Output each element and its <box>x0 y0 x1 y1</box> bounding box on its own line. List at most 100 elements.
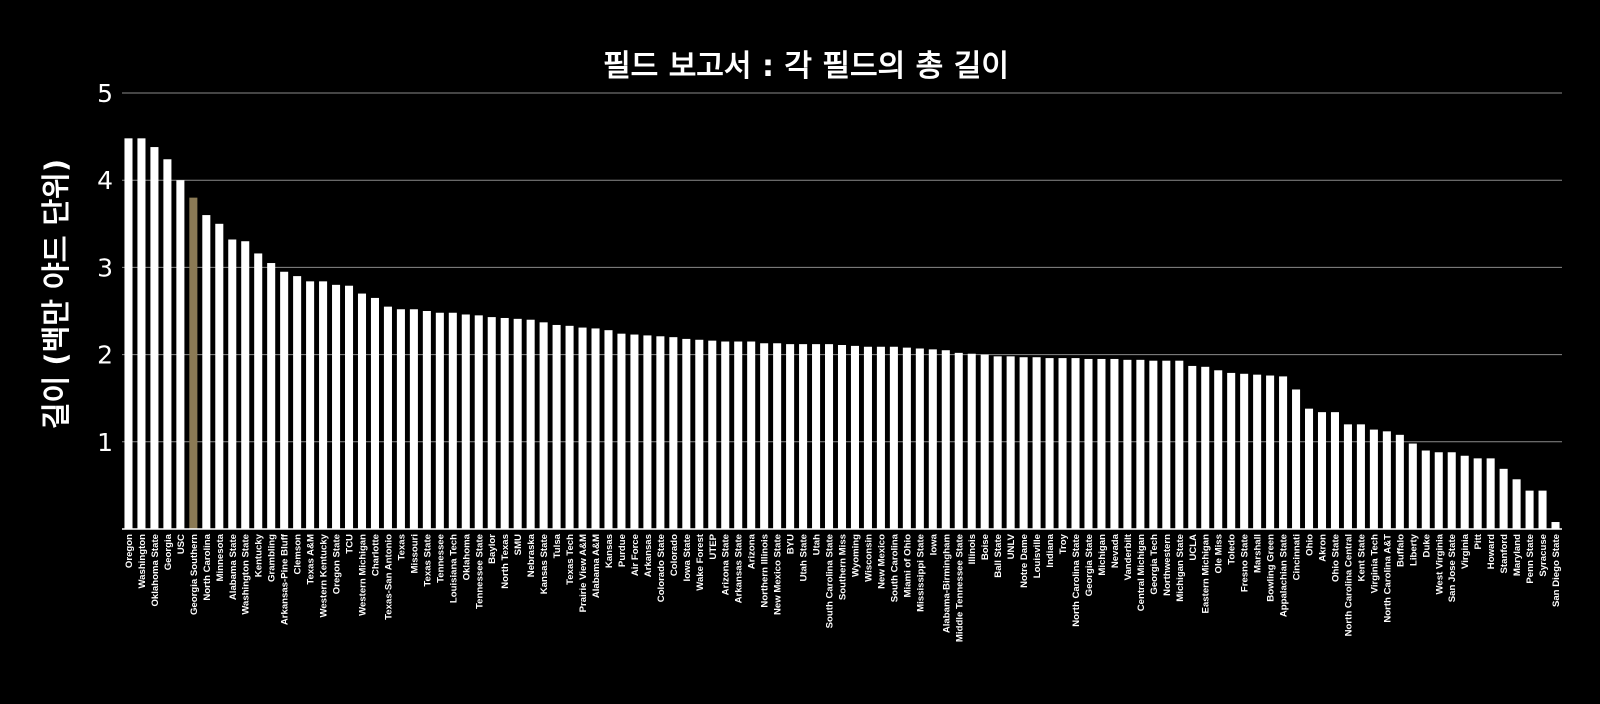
bar <box>1058 358 1067 529</box>
bar <box>565 325 574 529</box>
x-tick-label: Southern Miss <box>838 534 849 600</box>
x-tick-label: Texas <box>396 534 407 561</box>
x-tick-label: North Carolina A&T <box>1382 534 1393 623</box>
bar <box>422 311 431 529</box>
bar <box>448 312 457 529</box>
bar <box>487 317 496 529</box>
bar <box>617 333 626 529</box>
bar <box>189 197 198 529</box>
bar <box>552 324 561 529</box>
bar <box>163 159 172 529</box>
bar <box>461 314 470 529</box>
x-tick-label: Grambling <box>267 534 278 582</box>
x-tick-label: Arizona <box>747 533 758 569</box>
bar <box>1045 358 1054 529</box>
x-tick-label: Ohio State <box>1330 534 1341 582</box>
bar <box>383 306 392 529</box>
x-tick-label: Alabama State <box>228 534 239 600</box>
x-tick-label: Iowa State <box>682 534 693 581</box>
x-tick-label: Fresno State <box>1240 534 1251 592</box>
x-tick-label: Maryland <box>1512 534 1523 576</box>
bar <box>695 339 704 529</box>
x-tick-label: Northern Illinois <box>760 534 771 608</box>
x-tick-label: Louisiana Tech <box>448 534 459 603</box>
bar <box>1097 358 1106 529</box>
y-tick-label: 2 <box>97 341 113 370</box>
x-tick-label: Air Force <box>630 534 641 576</box>
bar <box>137 138 146 529</box>
bar <box>357 293 367 529</box>
bar <box>513 318 522 529</box>
x-tick-label: North Carolina Central <box>1343 534 1354 636</box>
x-tick-label: North Carolina <box>202 533 213 600</box>
x-tick-label: Arkansas <box>643 534 654 577</box>
x-tick-label: Georgia Tech <box>1149 534 1160 595</box>
bar <box>721 341 730 529</box>
bar <box>150 147 159 529</box>
bar <box>1305 408 1314 529</box>
bar <box>409 309 418 529</box>
x-tick-label: Indiana <box>1045 533 1056 567</box>
x-tick-label: Minnesota <box>215 533 226 581</box>
x-tick-label: Western Michigan <box>358 534 369 616</box>
x-tick-label: Mississippi State <box>915 534 926 612</box>
bar <box>1292 389 1301 529</box>
x-tick-label: Tulsa <box>552 533 563 558</box>
x-tick-label: Western Kentucky <box>319 533 330 617</box>
x-tick-label: Central Michigan <box>1136 534 1147 611</box>
x-tick-label: Oklahoma <box>461 533 472 580</box>
bar <box>799 344 808 529</box>
x-tick-label: Utah State <box>799 534 810 581</box>
x-tick-label: Bowling Green <box>1266 534 1277 602</box>
y-tick-label: 3 <box>97 253 113 282</box>
x-tick-label: Stanford <box>1499 534 1510 574</box>
bar <box>928 349 937 529</box>
chart-title: 필드 보고서 : 각 필드의 총 길이 <box>603 49 1009 84</box>
bar <box>1123 359 1132 529</box>
bar <box>656 336 665 529</box>
bar <box>980 354 989 529</box>
bar <box>319 281 328 529</box>
bar <box>993 356 1002 529</box>
bar <box>306 281 315 529</box>
x-tick-label: South Carolina State <box>825 534 836 628</box>
bar <box>1356 424 1365 529</box>
x-tick-label: Kent State <box>1356 534 1367 581</box>
bar <box>941 350 950 529</box>
bar <box>876 346 885 529</box>
bar <box>1006 356 1015 529</box>
y-tick-label: 4 <box>97 166 113 195</box>
y-tick-labels: 1 2 3 4 5 <box>97 79 113 457</box>
x-tick-label: Akron <box>1318 534 1329 562</box>
bar <box>526 319 535 529</box>
x-tick-label: Washington State <box>241 534 252 615</box>
x-tick-label: Kansas <box>604 534 615 568</box>
x-tick-label: Prairie View A&M <box>578 534 589 612</box>
bar <box>280 271 289 529</box>
bar <box>1175 360 1184 529</box>
bar <box>734 341 743 529</box>
bar <box>267 263 276 529</box>
bar <box>747 341 756 529</box>
x-tick-label: SMU <box>513 534 524 555</box>
x-tick-label: Utah <box>812 534 823 555</box>
bar <box>1512 479 1521 529</box>
x-tick-label: Iowa <box>928 533 939 555</box>
x-tick-label: Ohio <box>1305 534 1316 556</box>
x-tick-labels: Oregon Washington Oklahoma State Georgia USC… <box>124 533 1562 642</box>
bar <box>578 327 587 529</box>
bar <box>124 138 133 529</box>
bar <box>902 347 911 529</box>
bar <box>643 335 652 529</box>
x-tick-label: Virginia <box>1460 533 1471 569</box>
x-tick-label: Purdue <box>617 534 628 567</box>
x-tick-label: Oregon <box>124 534 135 568</box>
x-tick-label: Tennessee State <box>474 534 485 609</box>
x-tick-label: Georgia Southern <box>189 534 200 615</box>
bar <box>176 180 185 529</box>
bar <box>1162 360 1171 529</box>
x-tick-label: Colorado <box>669 534 680 576</box>
x-tick-label: Miami of Ohio <box>902 534 913 598</box>
x-tick-label: Syracuse <box>1538 534 1549 577</box>
